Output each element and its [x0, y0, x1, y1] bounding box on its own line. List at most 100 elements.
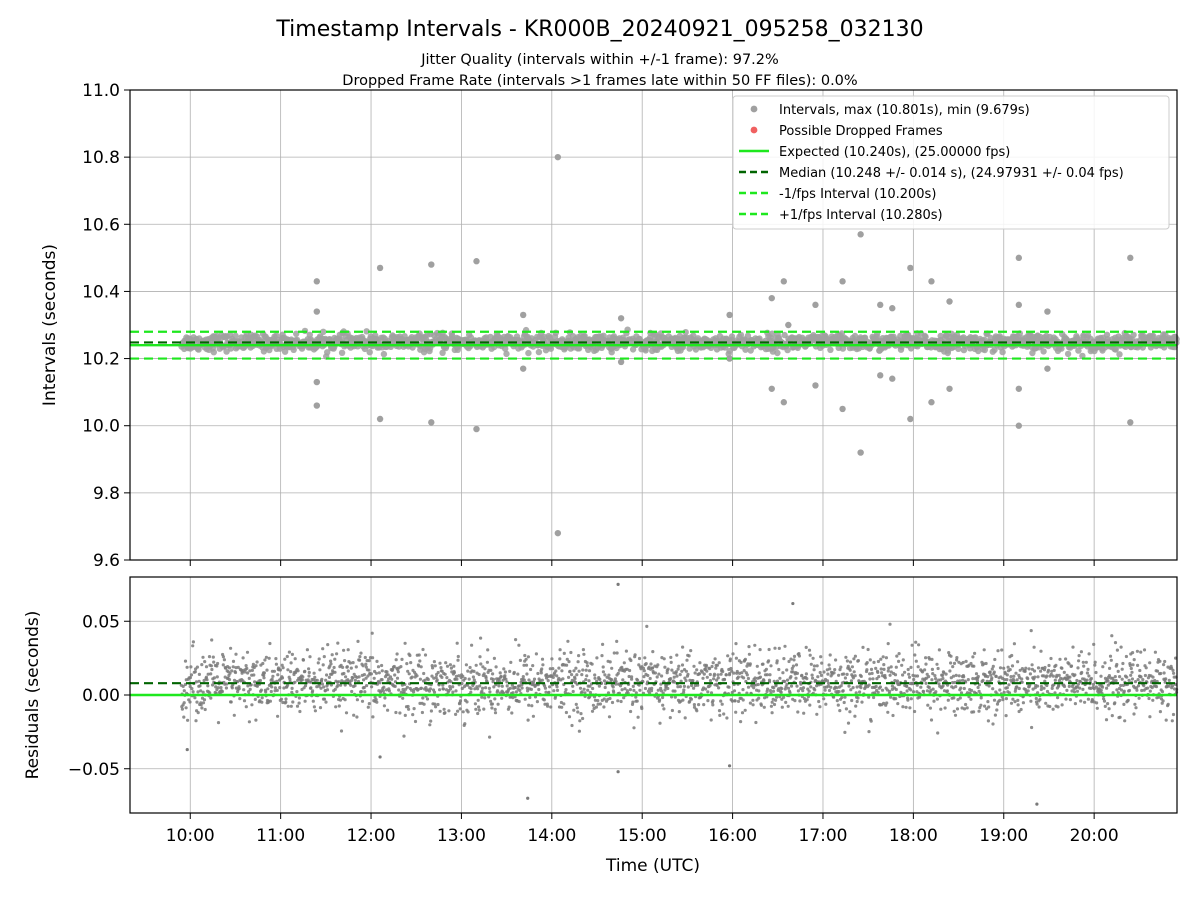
residual-point: [952, 696, 956, 700]
residual-point: [567, 715, 572, 719]
residual-point: [1172, 671, 1176, 675]
interval-outlier-point: [313, 402, 321, 409]
residual-point: [301, 658, 305, 662]
residual-point: [562, 651, 566, 656]
residual-point: [945, 689, 950, 693]
interval-point: [1075, 347, 1082, 354]
residual-point: [731, 652, 735, 656]
residual-point: [757, 696, 761, 700]
residual-point: [438, 688, 442, 692]
residual-point: [642, 669, 646, 673]
residual-point: [957, 674, 961, 678]
residual-point: [374, 671, 378, 675]
residual-point: [270, 677, 274, 681]
residual-point: [219, 686, 223, 690]
residual-point: [795, 671, 800, 676]
residual-point: [539, 671, 543, 675]
residual-point: [274, 662, 278, 666]
residual-point: [720, 702, 724, 706]
residual-point: [827, 681, 831, 686]
residual-point: [585, 664, 590, 668]
residual-point: [344, 711, 349, 715]
residual-point: [733, 699, 737, 703]
residual-point: [670, 708, 675, 713]
residual-point: [247, 676, 251, 681]
residual-point: [440, 675, 444, 680]
residual-point: [876, 690, 880, 695]
residual-point: [716, 673, 720, 677]
residual-point: [689, 697, 694, 701]
residual-point: [230, 669, 234, 673]
residual-point: [234, 666, 238, 670]
residual-point: [702, 703, 706, 707]
residual-point: [728, 657, 733, 661]
residual-point: [220, 689, 224, 694]
residual-point: [740, 671, 744, 675]
residual-point: [413, 719, 418, 724]
residual-point: [743, 657, 748, 662]
residual-point: [271, 674, 275, 678]
residual-point: [491, 672, 495, 676]
residual-point: [767, 678, 772, 682]
residual-point: [611, 685, 615, 689]
residual-point: [552, 689, 556, 693]
residual-point: [297, 696, 301, 700]
residual-point: [615, 651, 619, 655]
residual-point: [716, 676, 720, 680]
residual-point: [422, 702, 426, 706]
residual-point: [603, 673, 607, 677]
residual-point: [638, 688, 642, 692]
residual-point: [371, 715, 375, 719]
residual-point: [489, 668, 493, 673]
residual-point: [693, 671, 697, 675]
residual-point: [244, 705, 248, 709]
residual-point: [778, 676, 782, 680]
residual-point: [894, 697, 898, 701]
residual-point: [772, 702, 777, 707]
residual-point: [711, 699, 715, 703]
residual-point: [683, 716, 687, 720]
residual-point: [355, 715, 359, 719]
residual-point: [189, 665, 193, 669]
residual-point: [333, 670, 337, 674]
residual-point: [247, 720, 251, 724]
residual-point: [522, 678, 526, 682]
residual-point: [903, 670, 907, 674]
residual-point: [245, 650, 250, 654]
residual-point: [1115, 648, 1119, 652]
residual-point: [295, 690, 299, 694]
residual-point: [493, 697, 497, 701]
residual-point: [881, 655, 885, 659]
residual-point: [619, 699, 623, 704]
residual-point: [1134, 706, 1138, 710]
residual-point: [221, 663, 225, 667]
residual-point: [309, 686, 313, 690]
residual-point: [311, 699, 315, 703]
residual-point: [706, 690, 710, 694]
residual-point: [686, 685, 690, 689]
residual-point: [565, 663, 569, 667]
residual-point: [209, 696, 213, 700]
residual-point: [1085, 671, 1089, 675]
residual-point: [1164, 718, 1168, 722]
interval-point: [769, 330, 776, 337]
residual-point: [571, 684, 575, 688]
residual-point: [1023, 669, 1027, 674]
residual-point: [251, 662, 255, 666]
residual-point: [833, 668, 837, 672]
residual-point: [1116, 669, 1120, 674]
x-axis-label: Time (UTC): [605, 856, 700, 876]
chart-subtitle-dropped: Dropped Frame Rate (intervals >1 frames …: [342, 73, 857, 89]
residual-point: [543, 686, 548, 690]
residual-point: [260, 700, 264, 704]
residual-point: [610, 666, 614, 670]
residual-point: [986, 675, 990, 679]
residual-point: [746, 685, 751, 689]
residual-point: [380, 669, 384, 673]
residual-point: [780, 687, 784, 691]
residual-point: [1029, 699, 1033, 703]
residual-point: [283, 657, 287, 661]
interval-outlier-point: [376, 415, 384, 423]
residual-point: [1080, 670, 1084, 675]
residual-point: [747, 645, 751, 649]
